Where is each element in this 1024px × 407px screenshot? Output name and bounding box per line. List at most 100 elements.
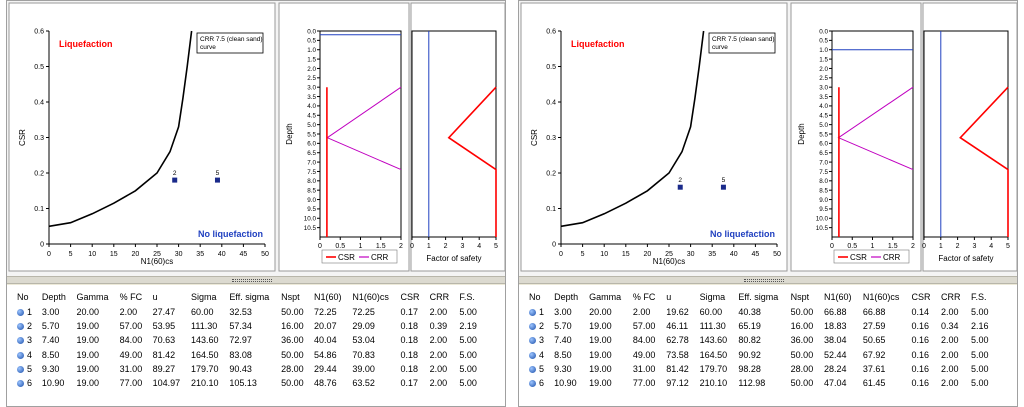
column-header[interactable]: Sigma [191, 292, 217, 302]
depth-y-tick-label: 6.5 [819, 150, 828, 157]
csr-x-axis-label: N1(60)cs [653, 257, 685, 266]
column-header[interactable]: Nspt [281, 292, 300, 302]
fs-x-tick-label: 1 [939, 243, 943, 250]
column-header[interactable]: CSR [911, 292, 931, 302]
depth-y-tick-label: 7.5 [819, 169, 828, 176]
table-header-row: No Depth Gamma % FC u Sigma Eff. sigma Nspt N1(6… [13, 289, 483, 305]
table-cell: 80.82 [738, 335, 761, 346]
csr-x-tick-label: 5 [69, 251, 73, 258]
charts-svg: 0 5 10 15 20 25 30 35 40 45 5000.10.20.30.40.50.6N… [520, 2, 1017, 272]
table-cell: 81.42 [666, 363, 689, 374]
crr-legend-box [708, 32, 776, 54]
column-header[interactable]: N1(60)cs [352, 292, 389, 302]
table-row[interactable]: 5 9.30 19.00 31.00 81.42 179.70 98.28 28.00 28.2… [525, 362, 995, 376]
row-number-cell: 4 [525, 348, 550, 362]
csr-x-tick-label: 15 [622, 251, 630, 258]
table-row[interactable]: 4 8.50 19.00 49.00 73.58 164.50 90.92 50.00 52.4… [525, 348, 995, 362]
table-cell: 5.00 [971, 378, 989, 389]
column-header[interactable]: Sigma [699, 292, 726, 302]
column-header[interactable]: N1(60) [314, 292, 342, 302]
depth-y-tick-label: 7.0 [307, 159, 316, 166]
splitter-grip-icon[interactable] [232, 279, 272, 282]
csr-y-axis-label: CSR [530, 129, 539, 146]
fs-x-tick-label: 0 [410, 243, 414, 250]
fs-x-axis-label: Factor of safety [938, 254, 993, 263]
table-row[interactable]: 1 3.00 20.00 2.00 27.47 60.00 32.53 50.00 72.25 7… [13, 305, 483, 319]
depth-x-tick-label: 0 [830, 243, 834, 250]
crr-legend-line1: CRR 7.5 (clean sand) [200, 36, 263, 43]
table-cell: 60.00 [191, 307, 214, 318]
csr-y-tick-label: 0.4 [546, 100, 556, 107]
column-header[interactable]: Eff. sigma [229, 292, 270, 302]
table-cell: 19.00 [76, 349, 99, 360]
column-header[interactable]: N1(60)cs [862, 292, 900, 302]
table-cell: 57.34 [229, 321, 252, 332]
table-row[interactable]: 6 10.90 19.00 77.00 97.12 210.10 112.98 50.00 47… [525, 376, 995, 390]
depth-y-tick-label: 5.0 [307, 122, 316, 129]
table-cell: 47.04 [824, 378, 847, 389]
column-header[interactable]: Gamma [589, 292, 622, 302]
column-header[interactable]: Depth [41, 292, 66, 302]
table-cell: 49.00 [632, 349, 656, 360]
column-header[interactable]: No [529, 292, 541, 302]
legend-crr-label: CRR [883, 253, 901, 262]
fs-x-tick-label: 4 [477, 243, 481, 250]
csr-y-tick-label: 0.5 [546, 64, 556, 71]
csr-x-axis-label: N1(60)cs [141, 257, 173, 266]
column-header[interactable]: u [152, 292, 158, 302]
table-row[interactable]: 6 10.90 19.00 77.00 104.97 210.10 105.13 50.00 4… [13, 376, 483, 390]
table-cell: 40.04 [314, 335, 337, 346]
depth-y-tick-label: 9.0 [819, 197, 828, 204]
column-header[interactable]: u [666, 292, 672, 302]
column-header[interactable]: F.S. [971, 292, 987, 302]
crr-legend-box [196, 32, 264, 54]
table-row[interactable]: 4 8.50 19.00 49.00 81.42 164.50 83.08 50.00 54.8… [13, 348, 483, 362]
table-cell: 50.00 [790, 307, 814, 318]
row-number-cell: 4 [13, 348, 38, 362]
column-header[interactable]: Depth [554, 292, 579, 302]
table-row[interactable]: 2 5.70 19.00 57.00 46.11 111.30 65.19 16.00 18.8… [525, 319, 995, 333]
depth-y-tick-label: 6.0 [819, 141, 828, 148]
csr-x-tick-label: 20 [644, 251, 652, 258]
csr-x-tick-label: 40 [218, 251, 226, 258]
table-cell: 57.00 [119, 321, 143, 332]
column-header[interactable]: CRR [429, 292, 450, 302]
table-row[interactable]: 5 9.30 19.00 31.00 89.27 179.70 90.43 28.00 29.4… [13, 362, 483, 376]
column-header[interactable]: Nspt [790, 292, 810, 302]
column-header[interactable]: % FC [632, 292, 656, 302]
table-row[interactable]: 3 7.40 19.00 84.00 70.63 143.60 72.97 36.00 40.0… [13, 333, 483, 347]
table-cell: 8.50 [554, 349, 572, 360]
table-row[interactable]: 1 3.00 20.00 2.00 19.62 60.00 40.38 50.00 66.88 6… [525, 305, 995, 319]
column-header[interactable]: No [17, 292, 29, 302]
csr-x-tick-label: 10 [88, 251, 96, 258]
depth-x-tick-label: 1 [359, 243, 363, 250]
column-header[interactable]: CSR [400, 292, 420, 302]
depth-y-tick-label: 0.0 [819, 28, 828, 35]
column-header[interactable]: % FC [119, 292, 143, 302]
splitter-grip-icon[interactable] [744, 279, 784, 282]
row-bullet-icon [529, 337, 536, 345]
table-cell: 9.30 [554, 363, 572, 374]
csr-x-tick-label: 10 [600, 251, 608, 258]
table-cell: 27.47 [152, 307, 176, 318]
row-bullet-icon [17, 380, 24, 388]
column-header[interactable]: N1(60) [824, 292, 852, 302]
depth-y-tick-label: 2.0 [307, 66, 316, 73]
table-row[interactable]: 2 5.70 19.00 57.00 53.95 111.30 57.34 16.00 20.0… [13, 319, 483, 333]
table-cell: 90.43 [229, 363, 252, 374]
table-cell: 18.83 [824, 321, 847, 332]
column-header[interactable]: Eff. sigma [738, 292, 779, 302]
column-header[interactable]: Gamma [76, 292, 109, 302]
table-cell: 10.90 [41, 378, 65, 389]
depth-y-tick-label: 6.0 [307, 141, 316, 148]
table-row[interactable]: 3 7.40 19.00 84.00 62.78 143.60 80.82 36.00 38.0… [525, 333, 995, 347]
csr-x-tick-label: 20 [132, 251, 140, 258]
column-header[interactable]: CRR [940, 292, 961, 302]
depth-y-tick-label: 9.0 [307, 197, 316, 204]
table-cell: 50.65 [862, 335, 886, 346]
splitter-handle[interactable] [7, 276, 505, 284]
column-header[interactable]: F.S. [459, 292, 475, 302]
splitter-handle[interactable] [519, 276, 1017, 284]
csr-x-tick-label: 45 [240, 251, 248, 258]
table-cell: 112.98 [738, 378, 766, 389]
